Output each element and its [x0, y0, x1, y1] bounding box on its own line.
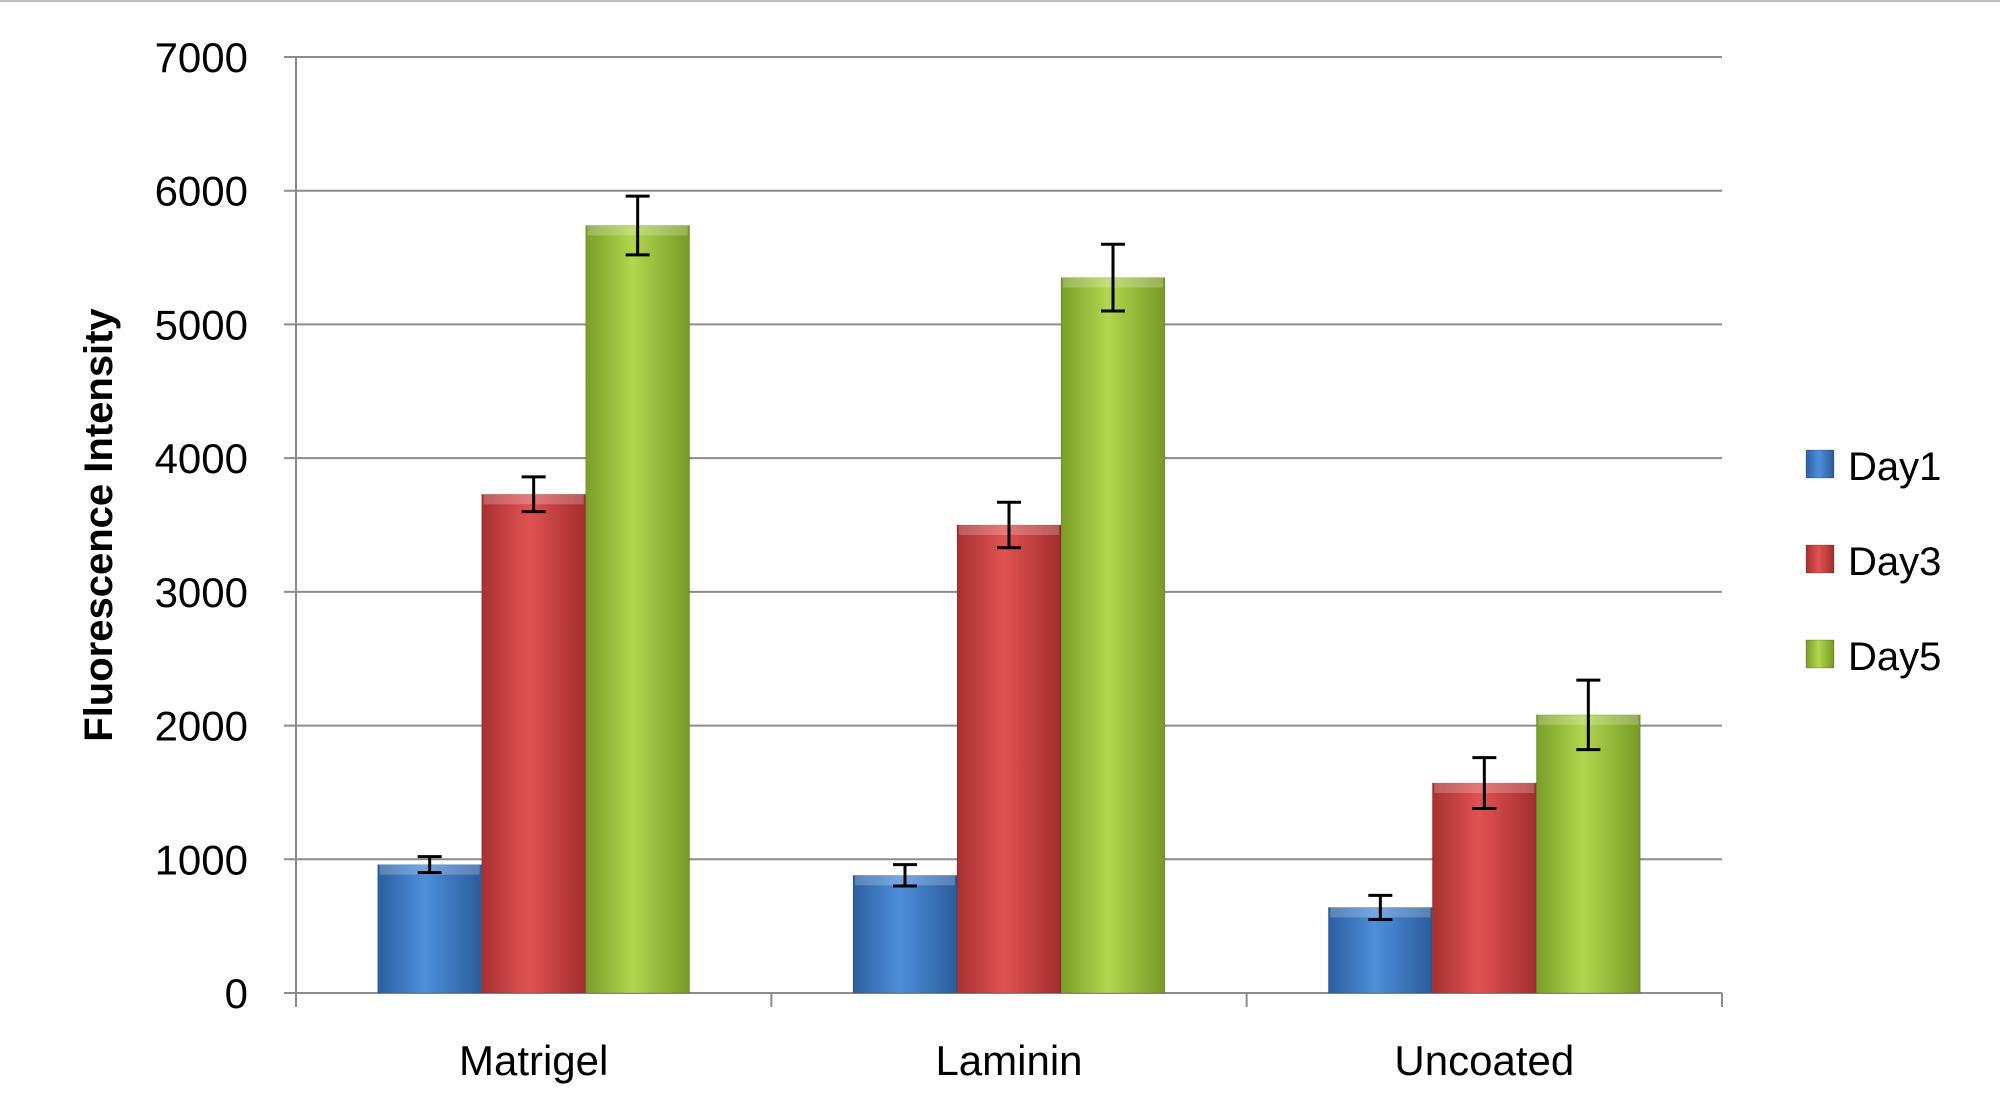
legend-label-day1: Day1: [1848, 445, 1941, 489]
x-category-label: Uncoated: [1394, 1037, 1574, 1084]
y-tick-label: 3000: [155, 569, 248, 616]
y-tick-label: 0: [225, 970, 248, 1017]
bar-day3-matrigel: [481, 493, 587, 994]
bar-day3-uncoated: [1431, 782, 1537, 994]
error-bars: [417, 194, 1601, 921]
bar-day5-laminin: [1060, 277, 1166, 994]
bars: [377, 224, 1641, 994]
legend-label-day5: Day5: [1848, 635, 1941, 679]
y-tick-label: 2000: [155, 703, 248, 750]
y-tick-label: 5000: [155, 301, 248, 348]
legend-swatch-day1: [1805, 449, 1835, 479]
x-category-labels: Matrigel Laminin Uncoated: [459, 1037, 1574, 1084]
legend: Day1 Day3 Day5: [1805, 445, 1941, 679]
bar-day3-laminin: [956, 524, 1062, 994]
x-category-label: Laminin: [935, 1037, 1082, 1084]
bar-day5-matrigel: [585, 224, 691, 994]
y-tick-label: 4000: [155, 435, 248, 482]
bar-day1-laminin: [852, 874, 958, 994]
bar-day5-uncoated: [1535, 714, 1641, 994]
y-tick-labels: 0 1000 2000 3000 4000 5000 6000 7000: [155, 34, 248, 1017]
y-tick-label: 7000: [155, 34, 248, 81]
bar-day1-uncoated: [1327, 906, 1433, 994]
legend-label-day3: Day3: [1848, 540, 1941, 584]
x-category-label: Matrigel: [459, 1037, 608, 1084]
legend-swatch-day3: [1805, 544, 1835, 574]
bar-day1-matrigel: [377, 864, 483, 994]
legend-swatch-day5: [1805, 639, 1835, 669]
y-tick-label: 1000: [155, 836, 248, 883]
y-axis-title: Fluorescence Intensity: [77, 308, 121, 742]
y-tick-label: 6000: [155, 168, 248, 215]
top-border-line: [0, 0, 2000, 2]
